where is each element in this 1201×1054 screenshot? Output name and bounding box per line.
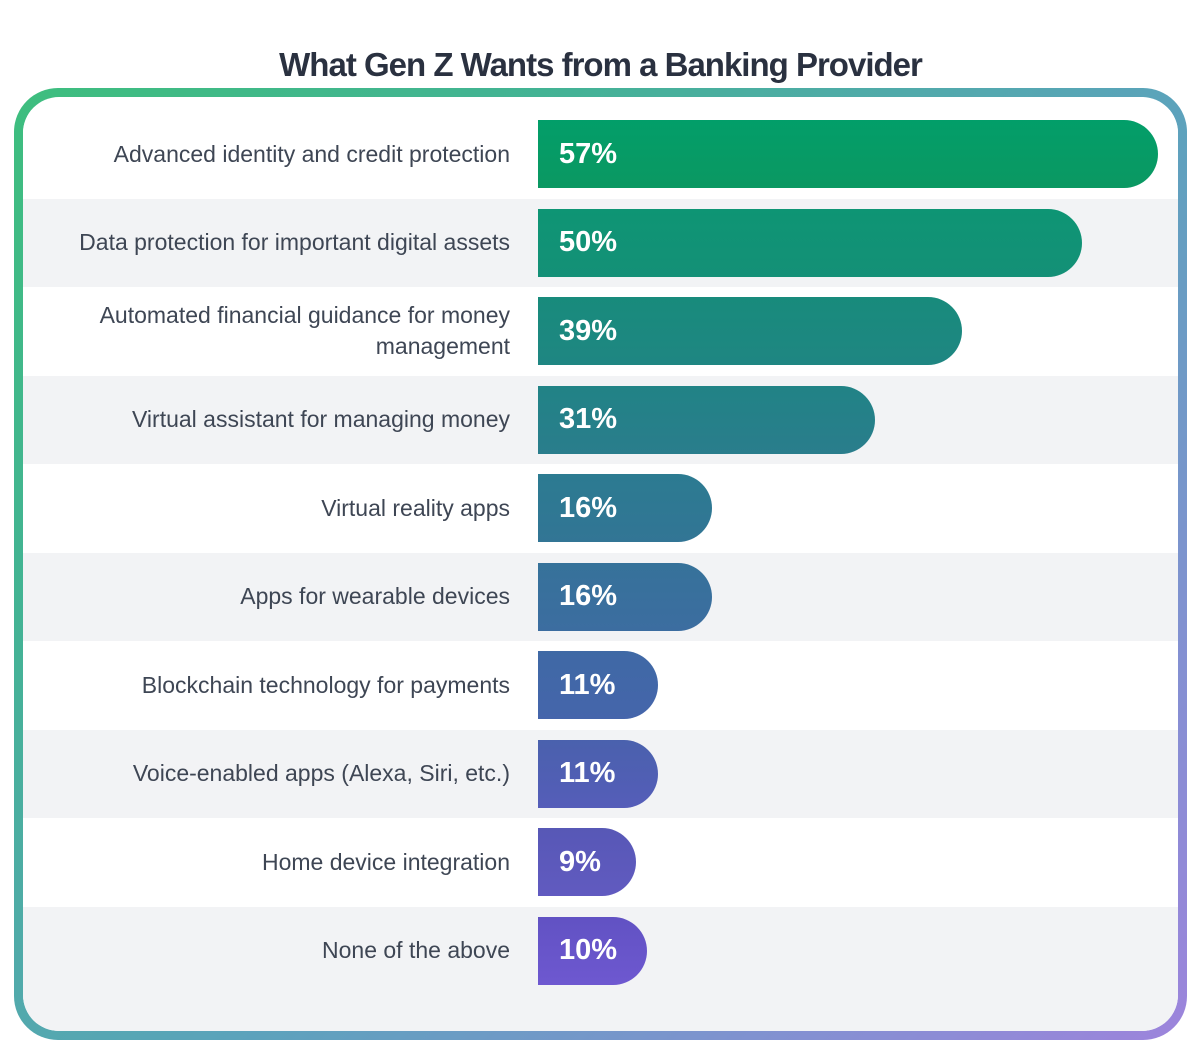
bar-track: 31% [538, 385, 1178, 454]
value-bar: 31% [538, 385, 875, 454]
value-label: 10% [559, 934, 618, 967]
category-label: Home device integration [261, 848, 510, 875]
value-bar: 39% [538, 297, 962, 366]
bar-track: 11% [538, 739, 1178, 808]
value-bar: 16% [538, 562, 712, 631]
bar-track: 9% [538, 828, 1178, 897]
bar-track: 11% [538, 651, 1178, 720]
category-label: Blockchain technology for payments [141, 671, 510, 698]
value-label: 31% [559, 403, 618, 436]
chart-card-border: Advanced identity and credit protection … [14, 88, 1187, 1040]
category-label: Virtual assistant for managing money [132, 406, 510, 433]
value-bar: 10% [538, 916, 647, 985]
chart-row: Virtual assistant for managing money 31% [23, 375, 1178, 464]
chart-row: Apps for wearable devices 16% [23, 552, 1178, 641]
chart-row: Virtual reality apps 16% [23, 464, 1178, 553]
category-label: Apps for wearable devices [240, 583, 510, 610]
bar-track: 16% [538, 474, 1178, 543]
chart-row: Automated financial guidance for money m… [23, 287, 1178, 376]
value-label: 57% [559, 137, 618, 170]
category-label: Automated financial guidance for money m… [99, 302, 510, 360]
category-label: Voice-enabled apps (Alexa, Siri, etc.) [132, 760, 510, 787]
value-label: 16% [559, 580, 618, 613]
value-bar: 57% [538, 120, 1158, 189]
chart-row: None of the above 10% [23, 906, 1178, 1031]
value-label: 16% [559, 491, 618, 524]
chart-card: Advanced identity and credit protection … [23, 97, 1178, 1031]
bar-track: 57% [538, 120, 1178, 189]
category-label: Virtual reality apps [321, 494, 510, 521]
chart-row: Home device integration 9% [23, 818, 1178, 907]
value-label: 50% [559, 226, 618, 259]
category-label: Advanced identity and credit protection [113, 140, 510, 167]
rows: Advanced identity and credit protection … [23, 110, 1178, 1031]
value-bar: 9% [538, 828, 636, 897]
value-bar: 11% [538, 651, 658, 720]
bar-track: 39% [538, 297, 1178, 366]
bar-track: 10% [538, 916, 1178, 985]
value-bar: 50% [538, 208, 1082, 277]
value-bar: 16% [538, 474, 712, 543]
bar-track: 16% [538, 562, 1178, 631]
value-label: 11% [559, 757, 616, 790]
value-bar: 11% [538, 739, 658, 808]
chart-title: What Gen Z Wants from a Banking Provider [279, 46, 923, 84]
category-label: None of the above [322, 937, 510, 964]
value-label: 9% [559, 845, 601, 878]
chart-row: Voice-enabled apps (Alexa, Siri, etc.) 1… [23, 729, 1178, 818]
bar-track: 50% [538, 208, 1178, 277]
value-label: 11% [559, 668, 616, 701]
chart-row: Advanced identity and credit protection … [23, 110, 1178, 199]
chart-row: Blockchain technology for payments 11% [23, 641, 1178, 730]
chart-row: Data protection for important digital as… [23, 198, 1178, 287]
category-label: Data protection for important digital as… [79, 229, 510, 256]
value-label: 39% [559, 314, 618, 347]
